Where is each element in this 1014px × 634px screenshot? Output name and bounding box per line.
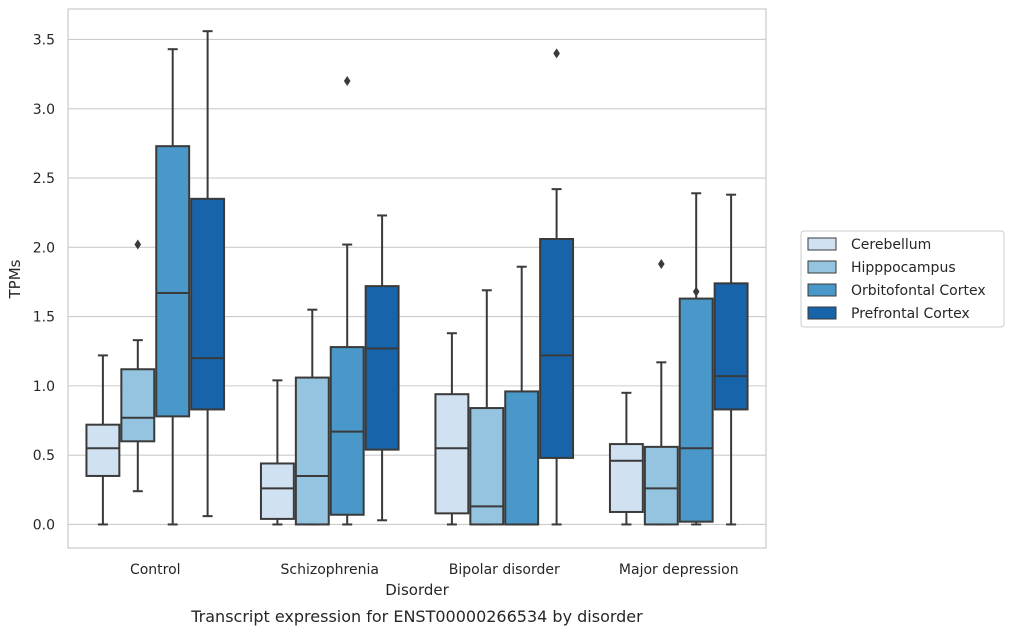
outlier-point: [134, 239, 142, 250]
box-1-2: [329, 76, 365, 526]
x-tick-label: Schizophrenia: [281, 562, 379, 578]
x-tick-label: Major depression: [619, 562, 739, 578]
legend-swatch: [807, 283, 837, 297]
outlier-point: [553, 48, 560, 59]
legend-frame: [800, 230, 1005, 328]
legend-swatch: [807, 306, 837, 320]
box-iqr: [85, 423, 121, 477]
box-iqr: [504, 390, 540, 526]
y-axis-ticks: 0.0 0.5 1.0 1.5 2.0 2.5 3.0 3.5: [33, 32, 55, 533]
chart-caption: Transcript expression for ENST0000026653…: [190, 607, 643, 626]
box-iqr: [608, 443, 644, 513]
box-iqr: [678, 297, 714, 523]
legend-label: Hipppocampus: [851, 260, 956, 276]
box-0-2: [155, 48, 191, 526]
box-3-0: [608, 391, 644, 526]
x-tick-label: Control: [130, 562, 181, 578]
outlier-point: [692, 286, 700, 297]
box-iqr: [539, 238, 575, 459]
y-tick-label: 3.0: [33, 102, 55, 118]
box-0-1: [120, 239, 156, 493]
x-axis-label: Disorder: [385, 581, 449, 599]
x-tick-label: Bipolar disorder: [449, 562, 560, 578]
legend-label: Cerebellum: [851, 237, 931, 253]
box-iqr: [294, 376, 330, 526]
box-0-3: [190, 30, 226, 518]
x-axis-ticks: Control Schizophrenia Bipolar disorder Majo…: [130, 562, 739, 578]
y-tick-label: 2.5: [33, 171, 55, 187]
boxes: [85, 30, 749, 526]
box-2-1: [469, 289, 505, 526]
legend-label: Orbitofontal Cortex: [851, 283, 986, 299]
box-3-2: [678, 192, 714, 526]
box-iqr: [643, 445, 679, 526]
box-iqr: [469, 407, 505, 526]
box-2-3: [539, 48, 575, 526]
box-2-2: [504, 265, 540, 526]
y-tick-label: 1.5: [33, 310, 55, 326]
y-tick-label: 0.5: [33, 448, 55, 464]
box-1-3: [364, 214, 400, 522]
box-2-0: [434, 332, 470, 526]
legend: Cerebellum Hipppocampus Orbitofontal Corte…: [800, 230, 1005, 328]
box-iqr: [259, 462, 295, 520]
y-tick-label: 3.5: [33, 32, 55, 48]
outlier-point: [343, 76, 351, 87]
box-iqr: [364, 285, 400, 451]
legend-swatch: [807, 237, 837, 251]
box-3-3: [713, 193, 749, 526]
outlier-point: [658, 258, 665, 269]
box-1-0: [259, 379, 295, 526]
y-tick-label: 0.0: [33, 517, 55, 533]
box-1-1: [294, 308, 330, 526]
box-iqr: [120, 368, 156, 443]
box-iqr: [434, 393, 470, 515]
legend-label: Prefrontal Cortex: [851, 306, 970, 322]
box-iqr: [713, 282, 749, 411]
y-tick-label: 2.0: [33, 240, 55, 256]
plot-frame: [67, 8, 767, 549]
y-axis-label: TPMs: [6, 259, 24, 299]
box-0-0: [85, 354, 121, 526]
box-iqr: [155, 145, 191, 418]
legend-swatch: [807, 260, 837, 274]
box-3-1: [643, 258, 679, 526]
y-tick-label: 1.0: [33, 379, 55, 395]
box-iqr: [190, 197, 226, 411]
